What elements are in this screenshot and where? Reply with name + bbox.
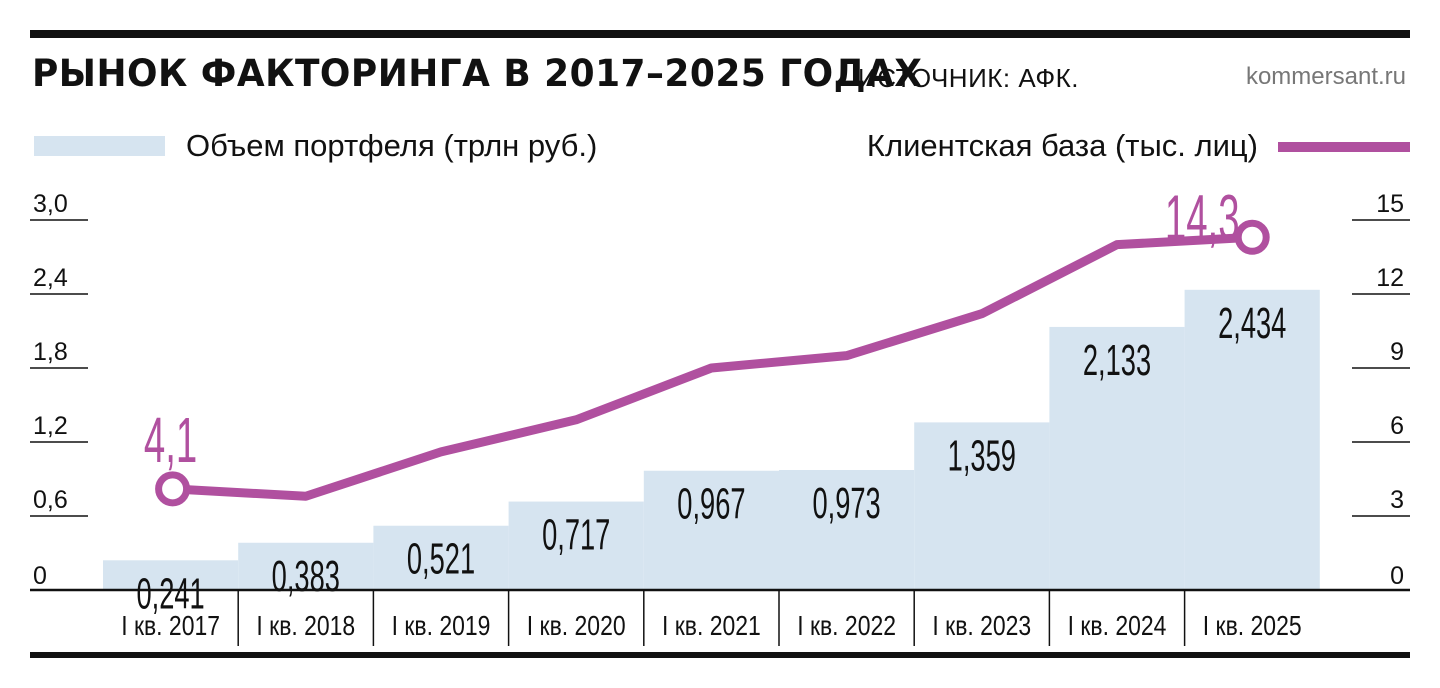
bar	[373, 525, 509, 590]
bar-value-label: 0,521	[407, 534, 475, 583]
right-axis-tick-label: 15	[1376, 190, 1404, 218]
left-axis-tick-label: 0,6	[33, 486, 68, 514]
bar	[914, 422, 1050, 590]
x-axis-tick-label: I кв. 2020	[527, 611, 626, 642]
line-end-marker	[1234, 219, 1270, 255]
bar	[643, 470, 779, 590]
legend-label-bar: Объем портфеля (трлн руб.)	[186, 128, 598, 163]
line-end-label: 14,3	[1165, 182, 1240, 254]
x-axis-tick-label: I кв. 2018	[256, 611, 355, 642]
x-axis-tick-label: I кв. 2019	[392, 611, 491, 642]
right-axis-tick-label: 0	[1390, 562, 1404, 590]
bar	[103, 560, 239, 590]
left-axis-tick-label: 1,8	[33, 338, 68, 366]
right-axis-tick-label: 9	[1390, 338, 1404, 366]
site-credit: kommersant.ru	[1245, 63, 1406, 90]
legend-label-line: Клиентская база (тыс. лиц)	[866, 128, 1258, 163]
right-axis-tick-label: 3	[1390, 486, 1404, 514]
x-axis-tick-label: I кв. 2023	[932, 611, 1031, 642]
x-axis-tick-label: I кв. 2021	[662, 611, 761, 642]
bar	[1049, 326, 1185, 590]
x-axis-tick-label: I кв. 2022	[797, 611, 896, 642]
line-start-marker	[155, 471, 191, 507]
right-axis-tick-label: 12	[1376, 264, 1404, 292]
source-note: ИСТОЧНИК: АФК.	[858, 63, 1079, 93]
legend-swatch-bar	[34, 136, 165, 156]
chart-title: РЫНОК ФАКТОРИНГА В 2017–2025 ГОДАХ	[32, 52, 923, 95]
x-axis-tick-label: I кв. 2025	[1203, 611, 1302, 642]
bar-value-label: 0,967	[677, 479, 745, 528]
left-axis-tick-label: 0	[33, 562, 47, 590]
x-axis-tick-label: I кв. 2024	[1068, 611, 1167, 642]
line-series	[168, 232, 1257, 501]
top-rule	[30, 30, 1410, 38]
bar-value-label: 0,383	[272, 551, 340, 600]
bar-value-label: 2,434	[1218, 298, 1286, 347]
bar-value-label: 1,359	[948, 431, 1016, 480]
line-start-label: 4,1	[144, 405, 197, 477]
bar	[1184, 289, 1320, 590]
right-axis-tick-label: 6	[1390, 412, 1404, 440]
bar-value-label: 0,973	[812, 478, 880, 527]
left-axis-tick-label: 3,0	[33, 190, 68, 218]
bar	[508, 501, 644, 590]
bar-value-label: 0,241	[136, 569, 204, 618]
left-axis-tick-label: 1,2	[33, 412, 68, 440]
x-axis-tick-label: I кв. 2017	[121, 611, 220, 642]
left-axis-tick-label: 2,4	[33, 264, 68, 292]
bar-value-label: 0,717	[542, 510, 610, 559]
bar	[779, 469, 915, 590]
bar	[238, 542, 374, 590]
bar-value-label: 2,133	[1083, 335, 1151, 384]
bottom-rule	[30, 652, 1410, 658]
legend-swatch-line	[1278, 142, 1410, 152]
